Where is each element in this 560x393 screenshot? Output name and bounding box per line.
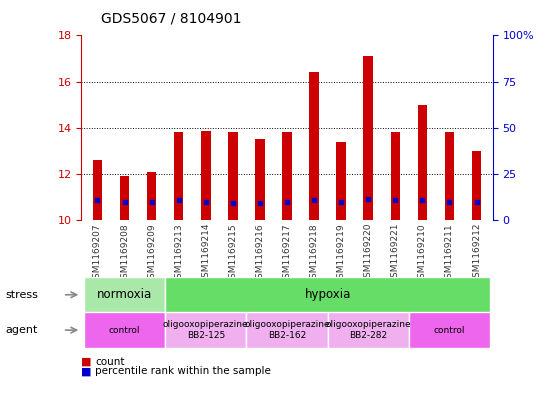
Bar bbox=[328, 312, 409, 348]
Bar bbox=[409, 312, 490, 348]
Text: count: count bbox=[95, 356, 125, 367]
Text: stress: stress bbox=[6, 290, 39, 300]
Bar bbox=[93, 160, 102, 220]
Bar bbox=[174, 132, 184, 220]
Text: GSM1169207: GSM1169207 bbox=[93, 223, 102, 284]
Bar bbox=[445, 132, 454, 220]
Text: GSM1169221: GSM1169221 bbox=[391, 223, 400, 283]
Text: GSM1169215: GSM1169215 bbox=[228, 223, 237, 284]
Text: oligooxopiperazine
BB2-282: oligooxopiperazine BB2-282 bbox=[325, 320, 411, 340]
Text: GSM1169212: GSM1169212 bbox=[472, 223, 481, 283]
Bar bbox=[309, 72, 319, 220]
Text: GSM1169210: GSM1169210 bbox=[418, 223, 427, 284]
Text: normoxia: normoxia bbox=[97, 288, 152, 301]
Text: oligooxopiperazine
BB2-125: oligooxopiperazine BB2-125 bbox=[163, 320, 249, 340]
Bar bbox=[228, 132, 237, 220]
Text: GSM1169208: GSM1169208 bbox=[120, 223, 129, 284]
Text: hypoxia: hypoxia bbox=[305, 288, 351, 301]
Bar bbox=[147, 172, 156, 220]
Text: percentile rank within the sample: percentile rank within the sample bbox=[95, 366, 271, 376]
Text: oligooxopiperazine
BB2-162: oligooxopiperazine BB2-162 bbox=[244, 320, 330, 340]
Text: GSM1169217: GSM1169217 bbox=[282, 223, 292, 284]
Text: ■: ■ bbox=[81, 366, 92, 376]
Text: GSM1169219: GSM1169219 bbox=[337, 223, 346, 284]
Bar bbox=[84, 312, 165, 348]
Text: ■: ■ bbox=[81, 356, 92, 367]
Bar bbox=[201, 131, 211, 220]
Bar bbox=[282, 132, 292, 220]
Bar bbox=[255, 139, 265, 220]
Bar bbox=[337, 141, 346, 220]
Bar bbox=[363, 56, 373, 220]
Bar bbox=[120, 176, 129, 220]
Bar bbox=[418, 105, 427, 220]
Text: agent: agent bbox=[6, 325, 38, 335]
Text: GSM1169220: GSM1169220 bbox=[364, 223, 373, 283]
Bar bbox=[84, 277, 165, 312]
Text: GSM1169214: GSM1169214 bbox=[201, 223, 210, 283]
Text: GSM1169218: GSM1169218 bbox=[310, 223, 319, 284]
Text: control: control bbox=[434, 326, 465, 334]
Bar bbox=[390, 132, 400, 220]
Text: GDS5067 / 8104901: GDS5067 / 8104901 bbox=[101, 12, 241, 26]
Text: GSM1169216: GSM1169216 bbox=[255, 223, 264, 284]
Text: control: control bbox=[109, 326, 140, 334]
Text: GSM1169211: GSM1169211 bbox=[445, 223, 454, 284]
Bar bbox=[246, 312, 328, 348]
Text: GSM1169209: GSM1169209 bbox=[147, 223, 156, 284]
Bar bbox=[165, 312, 246, 348]
Bar bbox=[472, 151, 481, 220]
Bar bbox=[165, 277, 490, 312]
Text: GSM1169213: GSM1169213 bbox=[174, 223, 183, 284]
